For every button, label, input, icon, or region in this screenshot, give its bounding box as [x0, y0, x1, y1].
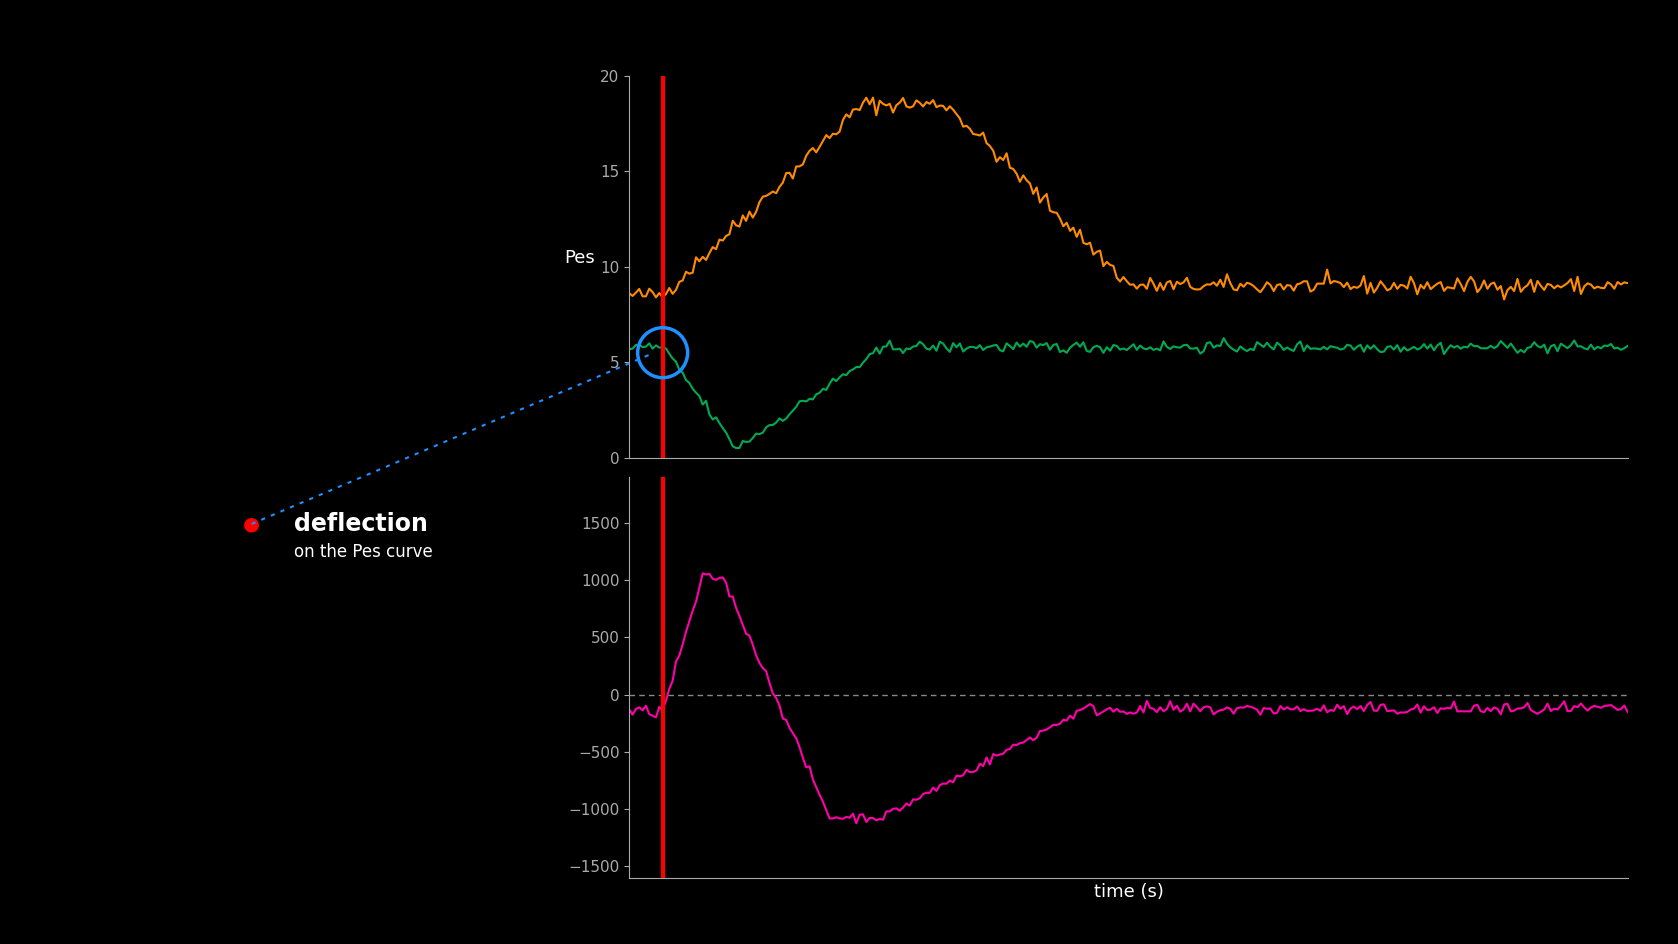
X-axis label: time (s): time (s) [1094, 884, 1163, 902]
Text: deflection: deflection [294, 512, 428, 536]
Text: ●: ● [243, 514, 260, 533]
Y-axis label: Pes: Pes [564, 248, 594, 266]
Text: on the Pes curve: on the Pes curve [294, 543, 433, 562]
